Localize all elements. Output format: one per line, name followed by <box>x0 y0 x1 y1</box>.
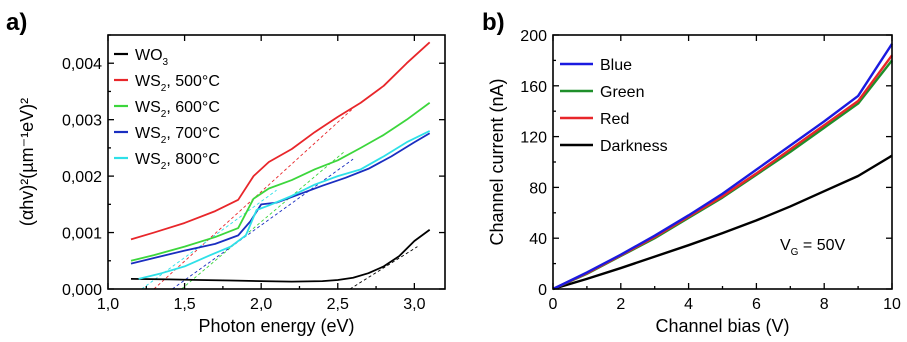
legend-label-suffix: , 600°C <box>166 99 220 116</box>
y-tick-label: 0 <box>538 282 547 299</box>
panel-b-label: b) <box>482 9 505 36</box>
y-tick-label: 40 <box>529 231 547 248</box>
y-tick-label: 0,001 <box>62 226 102 243</box>
y-tick-label: 160 <box>520 79 547 96</box>
y-tick-label: 80 <box>529 180 547 197</box>
legend-label-subscript: 3 <box>163 57 169 68</box>
x-tick-label: 1,5 <box>173 296 195 313</box>
panel-a-label: a) <box>6 9 27 36</box>
y-tick-label: 200 <box>520 28 547 45</box>
y-axis-title: (αhv)²(µm⁻¹eV)² <box>17 98 37 226</box>
x-tick-label: 8 <box>820 296 829 313</box>
legend-label-subscript: 2 <box>161 135 167 146</box>
y-tick-label: 0,004 <box>62 56 102 73</box>
gate-voltage-annotation: VG = 50V <box>780 237 845 258</box>
legend-label: Blue <box>600 57 632 74</box>
series-line <box>130 229 431 283</box>
legend-label-main: WS <box>135 125 161 142</box>
y-axis-title: Channel current (nA) <box>487 78 507 245</box>
legend-label-suffix: , 800°C <box>166 151 220 168</box>
series-group <box>130 41 431 283</box>
guide-line <box>349 246 418 290</box>
series-line <box>138 130 431 280</box>
legend-label-main: WS <box>135 151 161 168</box>
x-tick-label: 2,5 <box>327 296 349 313</box>
x-tick-label: 6 <box>752 296 761 313</box>
legend-label: WS2, 500°C <box>135 73 220 94</box>
guide-line <box>181 150 346 290</box>
annotation: VG = 50V <box>780 237 845 258</box>
legend-label-main: WS <box>135 73 161 90</box>
x-tick-label: 2 <box>616 296 625 313</box>
x-tick-label: 2,0 <box>250 296 272 313</box>
legend-label-main: WO <box>135 47 163 64</box>
legend-label-main: WS <box>135 99 161 116</box>
legend: Blue Green Red Darkness <box>560 57 668 155</box>
legend-label-subscript: 2 <box>161 109 167 120</box>
y-tick-label: 0,000 <box>62 282 102 299</box>
guide-line <box>172 158 354 290</box>
panel-a: a) 1,0 1,5 2,0 2,5 3,0 0,000 0,001 0,002 0,003 0,… <box>6 9 446 336</box>
plot-frame <box>107 34 446 290</box>
axes: 1,0 1,5 2,0 2,5 3,0 0,000 0,001 0,002 0,003 0,004… <box>17 34 446 336</box>
x-tick-label: 10 <box>883 296 901 313</box>
x-tick-label: 3,0 <box>403 296 425 313</box>
x-tick-label: 4 <box>684 296 693 313</box>
series-group <box>552 43 894 291</box>
legend-label: Red <box>600 111 629 128</box>
x-axis-title: Channel bias (V) <box>655 316 789 336</box>
series-line <box>130 102 431 262</box>
legend-label: WS2, 600°C <box>135 99 220 120</box>
y-tick-label: 0,003 <box>62 113 102 130</box>
annotation-subscript: G <box>791 247 799 258</box>
legend-label-suffix: , 500°C <box>166 73 220 90</box>
legend-label: WS2, 700°C <box>135 125 220 146</box>
x-tick-label: 1,0 <box>97 296 119 313</box>
legend-label: WS2, 800°C <box>135 151 220 172</box>
legend-label-subscript: 2 <box>161 83 167 94</box>
series-line <box>552 154 893 291</box>
x-tick-label: 0 <box>549 296 558 313</box>
legend-label-subscript: 2 <box>161 161 167 172</box>
y-tick-label: 0,002 <box>62 169 102 186</box>
panel-b: b) 0 2 4 6 8 10 0 40 80 120 160 200 Channel bias (V)… <box>482 9 901 336</box>
annotation-main: V <box>780 237 791 254</box>
legend-label: Green <box>600 84 644 101</box>
legend-label: WO3 <box>135 47 169 68</box>
x-axis-title: Photon energy (eV) <box>198 316 354 336</box>
series-line <box>130 41 431 241</box>
series-line <box>552 43 894 291</box>
annotation-suffix: = 50V <box>798 237 845 254</box>
legend-label: Darkness <box>600 138 668 155</box>
y-tick-label: 120 <box>520 130 547 147</box>
legend-label-suffix: , 700°C <box>166 125 220 142</box>
axes: 0 2 4 6 8 10 0 40 80 120 160 200 Channel bias (V) Cha… <box>487 28 901 336</box>
